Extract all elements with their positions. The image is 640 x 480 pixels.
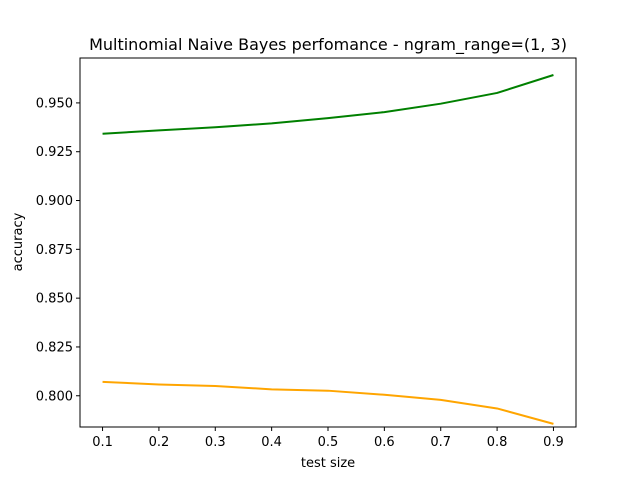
y-tick-label: 0.800 xyxy=(36,389,73,404)
x-tick-label: 0.9 xyxy=(543,435,564,450)
y-tick-label: 0.825 xyxy=(36,340,73,355)
x-tick-label: 0.5 xyxy=(318,435,339,450)
chart-title: Multinomial Naive Bayes perfomance - ngr… xyxy=(89,35,567,55)
y-tick-label: 0.950 xyxy=(36,96,73,111)
y-tick-label: 0.850 xyxy=(36,292,73,307)
x-tick-label: 0.3 xyxy=(205,435,226,450)
y-axis-label: accuracy xyxy=(11,212,26,271)
x-tick-label: 0.8 xyxy=(487,435,508,450)
y-axis: 0.800 0.825 0.850 0.875 0.900 0.925 0.950 xyxy=(36,96,80,404)
x-axis: 0.1 0.2 0.3 0.4 0.5 0.6 0.7 0.8 0.9 xyxy=(92,427,564,450)
y-tick-label: 0.925 xyxy=(36,145,73,160)
x-tick-label: 0.4 xyxy=(261,435,282,450)
x-tick-label: 0.1 xyxy=(92,435,113,450)
y-tick-label: 0.875 xyxy=(36,243,73,258)
series-layer xyxy=(102,74,554,425)
x-axis-label: test size xyxy=(301,456,355,471)
series-line-1 xyxy=(102,74,554,135)
x-tick-label: 0.7 xyxy=(430,435,451,450)
series-line-2 xyxy=(102,380,554,425)
x-tick-label: 0.2 xyxy=(149,435,170,450)
plot-frame xyxy=(79,57,577,428)
y-tick-label: 0.900 xyxy=(36,194,73,209)
x-tick-label: 0.6 xyxy=(374,435,395,450)
